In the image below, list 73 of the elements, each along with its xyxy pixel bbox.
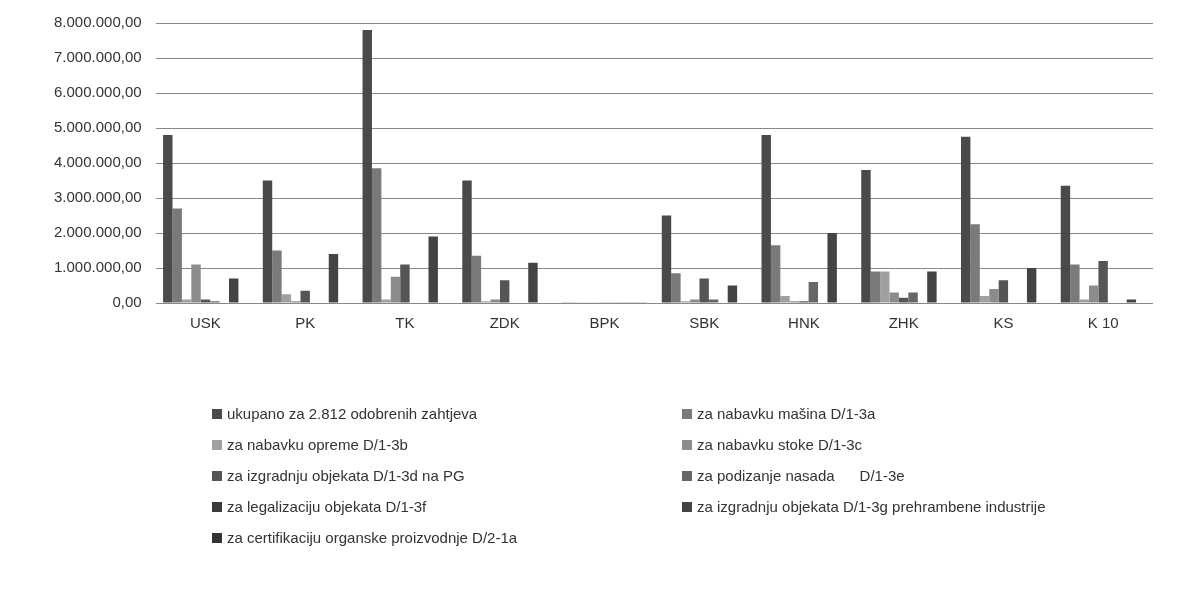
- legend-label: za certifikaciju organske proizvodnje D/2-1a: [227, 529, 518, 546]
- bar: [1070, 264, 1080, 303]
- bar: [861, 170, 871, 303]
- legend-label: za nabavku mašina D/1-3a: [697, 405, 876, 422]
- y-tick-label: 7.000.000,00: [53, 48, 142, 66]
- x-tick-label: TK: [395, 314, 415, 332]
- bar: [1079, 299, 1089, 303]
- legend-label: za nabavku stoke D/1-3c: [697, 436, 863, 453]
- bar: [880, 271, 890, 303]
- bar: [428, 236, 438, 303]
- legend-label: za izgradnju objekata D/1-3d na PG: [227, 467, 465, 484]
- x-tick-label: PK: [295, 314, 316, 332]
- bar: [1060, 185, 1071, 303]
- x-tick-label: USK: [190, 314, 221, 332]
- bar: [780, 296, 790, 303]
- bar: [163, 135, 173, 303]
- bar: [998, 280, 1009, 303]
- x-tick-label: ZDK: [489, 314, 520, 332]
- bar: [961, 136, 971, 303]
- bar: [908, 292, 918, 303]
- y-tick-label: 1.000.000,00: [53, 258, 142, 276]
- bar: [661, 215, 672, 303]
- bar: [870, 271, 881, 303]
- y-tick-label: 0,00: [112, 293, 142, 311]
- bar: [699, 278, 709, 303]
- bar: [281, 294, 292, 303]
- y-tick-label: 2.000.000,00: [53, 223, 142, 241]
- bar: [770, 245, 781, 303]
- y-tick-label: 6.000.000,00: [53, 83, 142, 101]
- bar: [471, 255, 482, 303]
- bar: [200, 299, 211, 303]
- bar: [381, 299, 391, 303]
- legend-label: za legalizaciju objekata D/1-3f: [227, 498, 427, 515]
- bar: [979, 296, 990, 303]
- bar: [328, 254, 339, 303]
- bar: [262, 180, 273, 303]
- bar: [808, 282, 819, 303]
- legend-label: za nabavku opreme D/1-3b: [227, 436, 408, 453]
- bar: [371, 168, 382, 303]
- x-tick-label: KS: [993, 314, 1014, 332]
- bar: [827, 233, 837, 303]
- bar: [272, 250, 282, 303]
- bar: [761, 135, 771, 303]
- bar: [927, 271, 937, 303]
- bar: [1026, 268, 1037, 303]
- bar: [462, 180, 472, 303]
- bar: [727, 285, 738, 303]
- legend-label: ukupano za 2.812 odobrenih zahtjeva: [227, 405, 478, 422]
- bar: [172, 208, 182, 303]
- bar: [229, 278, 239, 303]
- bar: [671, 273, 681, 303]
- bar: [362, 30, 372, 303]
- bar: [1126, 299, 1137, 303]
- bar: [708, 299, 719, 303]
- y-tick-label: 8.000.000,00: [53, 13, 142, 31]
- legend-label: za izgradnju objekata D/1-3g prehrambene industrije: [697, 498, 1046, 515]
- x-tick-label: K 10: [1087, 314, 1119, 332]
- x-tick-label: ZHK: [888, 314, 919, 332]
- x-tick-label: SBK: [689, 314, 720, 332]
- bar: [528, 262, 538, 303]
- legend-label: za podizanje nasada D/1-3e: [697, 467, 905, 484]
- bar: [1098, 261, 1108, 303]
- bar: [300, 290, 310, 303]
- x-tick-label: HNK: [788, 314, 820, 332]
- bar: [970, 224, 980, 303]
- bar: [181, 299, 192, 303]
- bar: [898, 297, 909, 303]
- x-tick-label: BPK: [589, 314, 620, 332]
- y-tick-label: 3.000.000,00: [53, 188, 142, 206]
- y-tick-label: 4.000.000,00: [53, 153, 142, 171]
- y-tick-label: 5.000.000,00: [53, 118, 142, 136]
- bar: [400, 264, 410, 303]
- bar: [499, 280, 510, 303]
